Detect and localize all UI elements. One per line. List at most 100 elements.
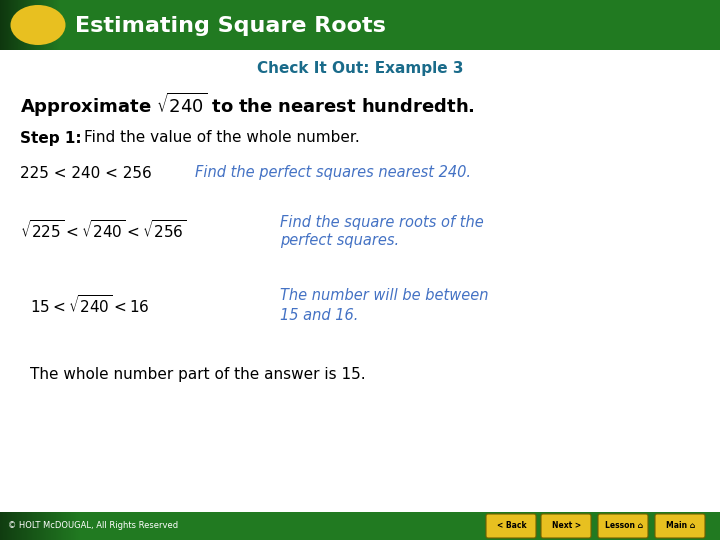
Bar	[7, 0, 8, 50]
Bar	[49, 512, 50, 540]
Bar	[15, 0, 16, 50]
Bar	[17, 0, 18, 50]
Bar	[11, 0, 12, 50]
Bar	[33, 0, 34, 50]
Bar	[4, 512, 5, 540]
Bar	[64, 512, 65, 540]
Bar	[35, 0, 36, 50]
Bar	[65, 512, 66, 540]
Bar	[55, 512, 56, 540]
Bar	[50, 0, 51, 50]
Bar	[31, 0, 32, 50]
Bar	[43, 0, 44, 50]
Bar	[57, 512, 58, 540]
Bar	[40, 0, 41, 50]
Bar	[71, 512, 72, 540]
Text: Next >: Next >	[552, 522, 582, 530]
Bar	[29, 0, 30, 50]
Bar	[18, 0, 19, 50]
Bar	[33, 512, 34, 540]
Bar	[5, 0, 6, 50]
Bar	[4, 0, 5, 50]
Bar	[36, 0, 37, 50]
Text: $15 < \sqrt{240} < 16$: $15 < \sqrt{240} < 16$	[30, 294, 150, 316]
Bar	[49, 0, 50, 50]
Bar	[41, 512, 42, 540]
Bar	[22, 512, 23, 540]
Bar	[59, 512, 60, 540]
Bar	[44, 512, 45, 540]
Bar	[45, 512, 46, 540]
Text: The number will be between: The number will be between	[280, 287, 488, 302]
Bar	[16, 512, 17, 540]
Bar	[57, 0, 58, 50]
Bar	[20, 512, 21, 540]
Bar	[14, 512, 15, 540]
Bar	[47, 512, 48, 540]
Bar	[48, 0, 49, 50]
Bar	[52, 512, 53, 540]
Bar	[14, 0, 15, 50]
Text: Step 1:: Step 1:	[20, 131, 81, 145]
Bar	[9, 512, 10, 540]
Bar	[5, 512, 6, 540]
Bar	[26, 0, 27, 50]
Bar	[0, 512, 1, 540]
Text: Find the square roots of the: Find the square roots of the	[280, 214, 484, 230]
Bar	[20, 0, 21, 50]
Bar	[23, 0, 24, 50]
Bar	[19, 0, 20, 50]
Text: 225 < 240 < 256: 225 < 240 < 256	[20, 165, 152, 180]
Bar	[6, 0, 7, 50]
Bar	[52, 0, 53, 50]
Bar	[48, 512, 49, 540]
Bar	[41, 0, 42, 50]
Bar	[24, 0, 25, 50]
Bar	[19, 512, 20, 540]
Text: < Back: < Back	[498, 522, 527, 530]
Text: The whole number part of the answer is 15.: The whole number part of the answer is 1…	[30, 368, 366, 382]
Bar	[0, 0, 1, 50]
Bar	[13, 0, 14, 50]
Bar	[43, 512, 44, 540]
Bar	[56, 512, 57, 540]
Bar	[2, 0, 3, 50]
Bar	[37, 512, 38, 540]
Bar	[27, 512, 28, 540]
Bar	[32, 0, 33, 50]
Bar	[53, 512, 54, 540]
Bar	[42, 0, 43, 50]
Bar	[34, 0, 35, 50]
Bar	[69, 512, 70, 540]
Bar	[47, 0, 48, 50]
Bar	[1, 512, 2, 540]
Bar	[63, 512, 64, 540]
Bar	[70, 512, 71, 540]
Bar	[78, 512, 79, 540]
Bar	[58, 0, 59, 50]
Text: Check It Out: Example 3: Check It Out: Example 3	[257, 60, 463, 76]
Bar	[60, 512, 61, 540]
Text: Estimating Square Roots: Estimating Square Roots	[75, 16, 386, 36]
Bar	[28, 512, 29, 540]
Text: Main ⌂: Main ⌂	[667, 522, 696, 530]
Bar	[9, 0, 10, 50]
Bar	[8, 512, 9, 540]
Bar	[21, 0, 22, 50]
Bar	[34, 512, 35, 540]
Bar	[11, 512, 12, 540]
Text: Find the value of the whole number.: Find the value of the whole number.	[84, 131, 360, 145]
Bar	[39, 0, 40, 50]
Bar	[0, 0, 720, 50]
FancyBboxPatch shape	[486, 514, 536, 538]
FancyBboxPatch shape	[598, 514, 648, 538]
Bar	[2, 512, 3, 540]
Bar	[72, 512, 73, 540]
Bar	[51, 512, 52, 540]
Bar	[13, 512, 14, 540]
FancyBboxPatch shape	[541, 514, 591, 538]
Bar	[53, 0, 54, 50]
Text: 15 and 16.: 15 and 16.	[280, 307, 359, 322]
FancyBboxPatch shape	[655, 514, 705, 538]
Bar	[10, 512, 11, 540]
